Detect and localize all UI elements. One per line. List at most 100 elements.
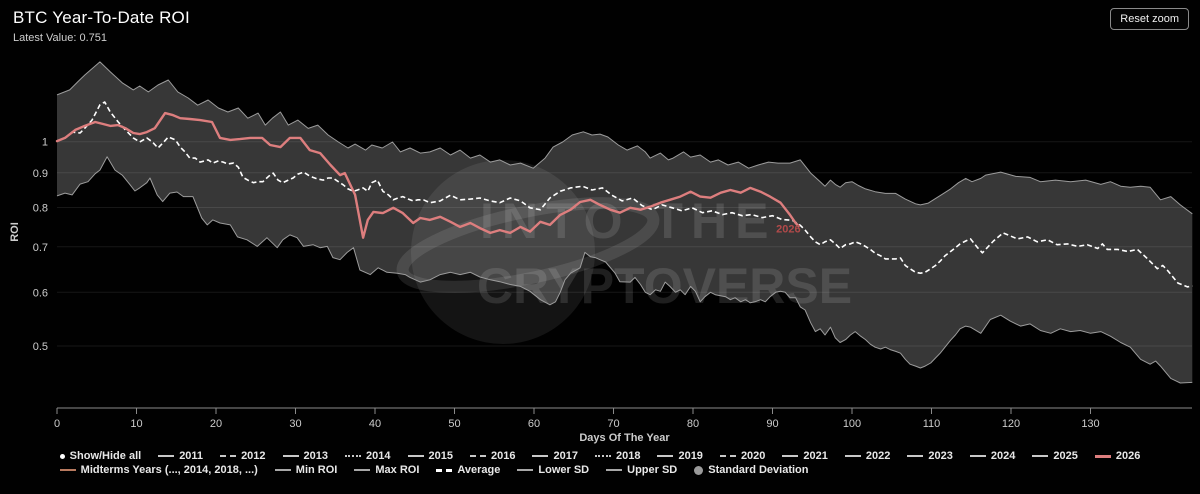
legend-label: 2017 <box>553 449 578 462</box>
x-tick-label: 40 <box>369 418 381 430</box>
legend-label: 2020 <box>740 449 766 462</box>
legend-marker-line-icon <box>407 455 424 457</box>
x-tick-label: 130 <box>1081 418 1099 430</box>
x-tick-label: 120 <box>1002 418 1020 430</box>
legend-label: 2012 <box>241 449 266 462</box>
legend-label: 2011 <box>179 449 204 462</box>
legend-item-2012[interactable]: 2012 <box>220 449 266 463</box>
legend-marker-line-icon <box>354 469 371 471</box>
legend-label: Standard Deviation <box>708 463 809 476</box>
legend-item-2022[interactable]: 2022 <box>844 449 891 463</box>
x-tick-label: 0 <box>54 418 60 430</box>
legend-item-upper-sd[interactable]: Upper SD <box>606 464 677 477</box>
x-tick-label: 50 <box>448 418 460 430</box>
legend-item-2020[interactable]: 2020 <box>719 449 766 463</box>
legend-marker-line-icon <box>969 455 986 457</box>
legend-item-2026[interactable]: 2026 <box>1094 450 1140 463</box>
legend-item-2014[interactable]: 2014 <box>345 449 391 463</box>
legend-marker-line-icon <box>436 468 453 472</box>
legend-label: 2018 <box>615 449 641 462</box>
legend-label: 2013 <box>303 449 329 462</box>
legend-label: 2023 <box>928 449 953 462</box>
legend-marker-line-icon <box>274 469 291 471</box>
x-tick-label: 60 <box>528 418 540 430</box>
legend-item-standard-deviation[interactable]: Standard Deviation <box>694 463 809 477</box>
legend-item-2019[interactable]: 2019 <box>657 450 703 463</box>
legend-label: 2025 <box>1053 449 1078 462</box>
legend-label: Max ROI <box>375 463 420 476</box>
y-tick-label: 1 <box>42 137 48 149</box>
legend-marker-line-icon <box>345 455 362 457</box>
legend-item-2017[interactable]: 2017 <box>532 449 578 463</box>
legend-marker-line-icon <box>844 455 861 457</box>
x-tick-label: 80 <box>687 418 699 430</box>
legend-marker-line-icon <box>158 455 175 457</box>
legend-item-midterms-years-2014-2018[interactable]: Midterms Years (..., 2014, 2018, ...) <box>59 463 258 477</box>
legend-marker-line-icon <box>907 455 924 457</box>
y-tick-label: 0.8 <box>33 203 48 215</box>
legend-label: Average <box>457 463 501 476</box>
legend-item-2024[interactable]: 2024 <box>969 449 1016 463</box>
legend-item-average[interactable]: Average <box>436 464 500 477</box>
legend-label: Lower SD <box>538 463 590 476</box>
legend-label: 2022 <box>865 449 891 462</box>
legend-item-max-roi[interactable]: Max ROI <box>354 464 419 477</box>
y-axis-title: ROI <box>9 222 21 242</box>
legend-item-lower-sd[interactable]: Lower SD <box>517 464 589 477</box>
legend-item-2013[interactable]: 2013 <box>282 449 329 463</box>
legend-marker-line-icon <box>657 455 674 457</box>
legend-item-2025[interactable]: 2025 <box>1032 449 1078 463</box>
series-2026-label: 2026 <box>776 224 800 236</box>
lower-sd-line <box>56 156 1193 384</box>
legend-marker-line-icon <box>59 469 76 471</box>
chart-legend: Show/Hide all 2011 2012 2013 2014 2015 2016 201… <box>0 449 1200 477</box>
series-2026-line <box>55 111 800 239</box>
legend-marker-line-icon <box>606 469 623 471</box>
page-title: BTC Year-To-Date ROI <box>13 8 190 27</box>
legend-item-2011[interactable]: 2011 <box>158 450 203 463</box>
average-line <box>56 101 1193 288</box>
legend-item-2023[interactable]: 2023 <box>907 449 953 463</box>
y-tick-label: 0.5 <box>33 341 48 353</box>
upper-sd-line <box>56 61 1193 215</box>
legend-marker-line-icon <box>1032 455 1049 457</box>
legend-marker-dot-icon <box>59 453 65 459</box>
legend-item-min-roi[interactable]: Min ROI <box>274 463 338 477</box>
x-tick-label: 110 <box>923 418 941 430</box>
legend-item-2021[interactable]: 2021 <box>782 449 828 463</box>
reset-zoom-button[interactable]: Reset zoom <box>1110 8 1189 30</box>
x-tick-label: 30 <box>289 418 301 430</box>
latest-value-subtitle: Latest Value: 0.751 <box>13 32 107 44</box>
watermark-text-line2: CRYPTOVERSE <box>477 258 852 314</box>
watermark-text-line1: INTO THE <box>480 193 776 249</box>
legend-label: 2015 <box>428 449 453 462</box>
x-tick-label: 20 <box>210 418 222 430</box>
legend-marker-line-icon <box>782 455 799 457</box>
y-tick-label: 0.6 <box>33 287 48 299</box>
legend-item-show-hide-all[interactable]: Show/Hide all <box>59 449 142 463</box>
y-tick-label: 0.7 <box>33 242 48 254</box>
legend-label: 2024 <box>990 449 1016 462</box>
x-tick-label: 10 <box>130 418 142 430</box>
legend-label: Upper SD <box>627 463 678 476</box>
legend-item-2015[interactable]: 2015 <box>407 449 453 463</box>
legend-label: Min ROI <box>295 463 338 476</box>
legend-marker-line-icon <box>220 455 237 457</box>
legend-marker-line-icon <box>532 455 549 457</box>
legend-label: 2014 <box>366 449 391 462</box>
y-tick-label: 0.9 <box>33 168 48 180</box>
x-tick-label: 70 <box>607 418 619 430</box>
legend-item-2016[interactable]: 2016 <box>470 450 515 463</box>
legend-label: 2021 <box>803 449 828 462</box>
legend-label: Midterms Years (..., 2014, 2018, ...) <box>80 463 258 476</box>
legend-marker-line-icon <box>282 455 299 457</box>
x-axis-title: Days Of The Year <box>579 432 670 444</box>
legend-item-2018[interactable]: 2018 <box>594 449 641 463</box>
standard-deviation-band <box>57 61 1193 384</box>
legend-marker-circle-icon <box>694 465 704 475</box>
legend-label: Show/Hide all <box>69 449 142 462</box>
legend-marker-line-icon <box>517 469 534 471</box>
legend-label: 2016 <box>491 449 516 462</box>
